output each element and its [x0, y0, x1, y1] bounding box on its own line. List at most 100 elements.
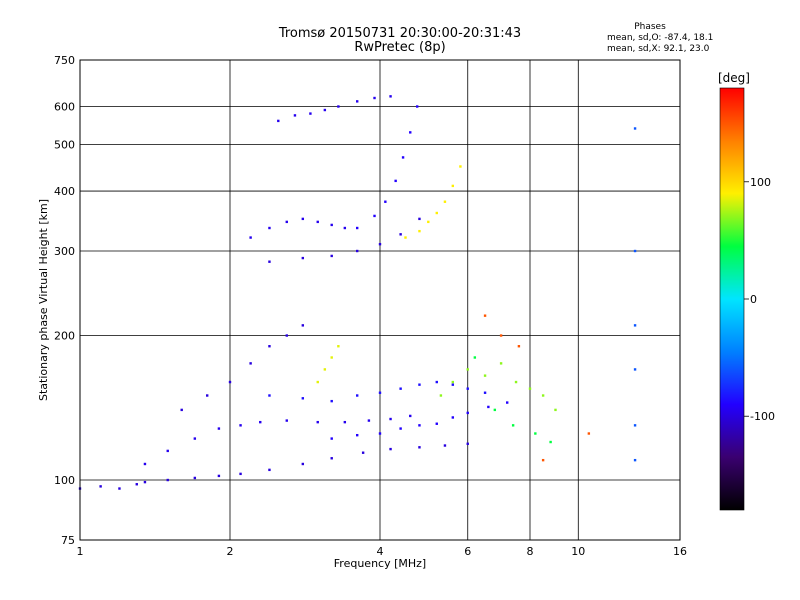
scatter-point — [418, 424, 421, 427]
scatter-point — [483, 314, 487, 317]
scatter-point — [435, 380, 438, 384]
scatter-point — [378, 391, 382, 394]
scatter-point — [409, 414, 412, 418]
scatter-point — [633, 324, 637, 327]
scatter-point — [268, 226, 271, 230]
scatter-point — [633, 368, 637, 371]
scatter-point — [466, 442, 469, 445]
scatter-point — [330, 254, 333, 258]
scatter-point — [404, 236, 407, 239]
grid-lines — [80, 60, 680, 540]
scatter-point — [337, 345, 340, 348]
scatter-point — [541, 458, 545, 462]
scatter-point — [443, 200, 447, 203]
scatter-point — [355, 226, 359, 230]
y-axis-label: Stationary phase Virtual Height [km] — [37, 199, 50, 401]
scatter-point — [355, 249, 359, 253]
scatter-point — [418, 383, 421, 386]
scatter-point — [166, 478, 169, 482]
scatter-point — [217, 474, 221, 478]
scatter-point — [487, 405, 490, 409]
scatter-point — [483, 391, 487, 394]
scatter-point — [285, 334, 288, 337]
scatter-point — [505, 401, 509, 404]
scatter-point — [118, 487, 121, 490]
scatter-point — [268, 260, 271, 263]
scatter-point — [384, 200, 387, 203]
scatter-point — [473, 356, 477, 359]
scatter-point — [361, 451, 365, 454]
scatter-point — [316, 420, 319, 424]
scatter-point — [466, 368, 469, 371]
scatter-point — [239, 472, 242, 476]
scatter-point — [268, 345, 271, 348]
colorbar-ticks: 100 0 -100 — [744, 176, 775, 423]
y-axis: 75 100 200 300 400 500 600 750 — [54, 54, 75, 547]
scatter-point — [511, 424, 515, 427]
scatter-point — [418, 446, 421, 449]
colorbar-gradient — [720, 88, 744, 510]
scatter-point — [228, 380, 232, 384]
scatter-point — [451, 380, 455, 384]
scatter-point — [330, 399, 333, 403]
scatter-point — [435, 422, 438, 425]
x-axis: 1 2 4 6 8 10 16 — [77, 545, 688, 558]
scatter-point — [249, 362, 252, 365]
y-tick-label: 100 — [54, 474, 75, 487]
colorbar-label: [deg] — [718, 71, 750, 85]
stats-o-mode: mean, sd,O: -87.4, 18.1 — [607, 33, 714, 43]
scatter-point — [180, 408, 183, 412]
scatter-point — [415, 105, 419, 108]
scatter-point — [541, 394, 545, 397]
chart-subtitle: RwPretec (8p) — [354, 40, 446, 55]
scatter-point — [378, 432, 382, 435]
scatter-point — [373, 214, 376, 218]
x-tick-label: 6 — [464, 545, 471, 558]
scatter-points — [78, 95, 637, 490]
x-tick-label: 1 — [77, 545, 84, 558]
x-axis-label: Frequency [MHz] — [334, 557, 426, 570]
scatter-point — [249, 236, 252, 239]
scatter-point — [389, 447, 392, 451]
scatter-point — [301, 256, 305, 260]
scatter-point — [330, 356, 333, 359]
y-tick-label: 500 — [54, 139, 75, 152]
y-tick-label: 600 — [54, 101, 75, 114]
scatter-point — [399, 233, 402, 236]
plot-frame — [79, 59, 681, 541]
scatter-point — [451, 184, 455, 188]
scatter-point — [166, 449, 169, 453]
scatter-point — [323, 368, 327, 371]
scatter-point — [135, 483, 138, 486]
colorbar-tick-label: 100 — [750, 176, 771, 189]
scatter-point — [193, 476, 197, 480]
scatter-point — [301, 397, 305, 400]
scatter-point — [528, 387, 532, 390]
y-tick-label: 750 — [54, 54, 75, 67]
scatter-point — [301, 217, 305, 221]
stats-x-mode: mean, sd,X: 92.1, 23.0 — [607, 44, 710, 54]
scatter-point — [343, 420, 347, 424]
scatter-point — [401, 156, 405, 159]
colorbar-tick-label: 0 — [750, 293, 757, 306]
scatter-point — [389, 95, 392, 98]
scatter-point — [355, 100, 359, 103]
scatter-point — [443, 444, 447, 447]
scatter-point — [499, 362, 503, 365]
scatter-point — [330, 223, 333, 227]
y-tick-label: 200 — [54, 330, 75, 343]
scatter-point — [259, 420, 262, 424]
scatter-point — [633, 458, 637, 462]
scatter-point — [466, 411, 469, 415]
scatter-point — [330, 457, 333, 460]
scatter-point — [337, 105, 340, 108]
scatter-point — [143, 462, 147, 466]
scatter-point — [301, 462, 305, 466]
scatter-point — [99, 485, 102, 488]
y-tick-label: 400 — [54, 185, 75, 198]
scatter-point — [373, 96, 376, 100]
scatter-point — [587, 432, 591, 435]
scatter-point — [633, 424, 637, 427]
scatter-point — [394, 179, 397, 183]
